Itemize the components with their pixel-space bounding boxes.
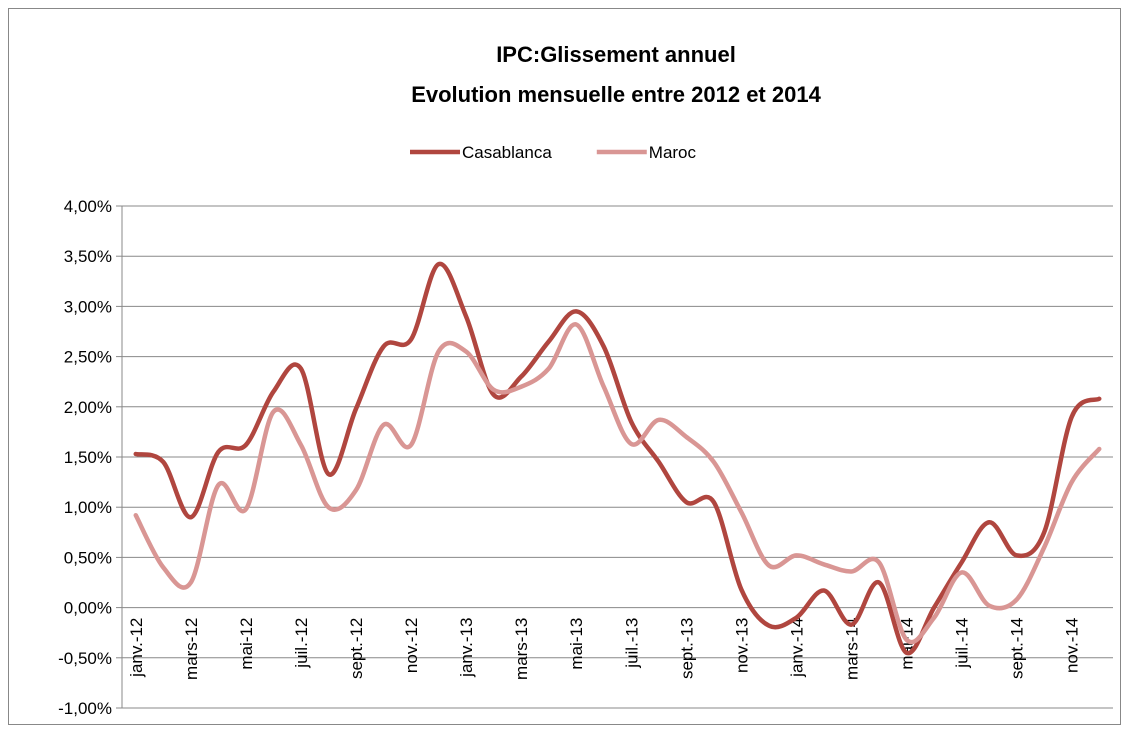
chart-title: IPC:Glissement annuel: [496, 42, 736, 67]
legend-label: Maroc: [649, 143, 697, 162]
x-tick-label: janv.-13: [457, 618, 476, 678]
y-tick-label: 3,50%: [64, 247, 112, 266]
x-tick-label: sept.-12: [347, 618, 366, 679]
x-tick-label: sept.-14: [1008, 618, 1027, 679]
chart-subtitle: Evolution mensuelle entre 2012 et 2014: [411, 82, 821, 107]
chart-frame: [8, 8, 1121, 725]
x-tick-label: juil.-12: [292, 618, 311, 669]
legend-label: Casablanca: [462, 143, 552, 162]
x-tick-label: juil.-13: [622, 618, 641, 669]
x-tick-label: mars-12: [182, 618, 201, 680]
series-line: [133, 261, 1102, 656]
y-tick-label: 2,50%: [64, 348, 112, 367]
x-tick-label: mai-12: [237, 618, 256, 670]
x-tick-label: juil.-14: [953, 618, 972, 669]
x-tick-label: janv.-14: [787, 618, 806, 678]
y-tick-label: -0,50%: [58, 649, 112, 668]
y-tick-label: 1,50%: [64, 448, 112, 467]
y-tick-label: 0,50%: [64, 548, 112, 567]
x-tick-label: mars-14: [842, 618, 861, 680]
x-tick-label: janv.-12: [127, 618, 146, 678]
y-tick-label: 2,00%: [64, 398, 112, 417]
x-tick-label: nov.-13: [732, 618, 751, 673]
x-tick-label: mars-13: [512, 618, 531, 680]
y-tick-label: 3,00%: [64, 297, 112, 316]
x-tick-label: nov.-12: [402, 618, 421, 673]
x-tick-label: mai-13: [567, 618, 586, 670]
y-tick-label: -1,00%: [58, 699, 112, 718]
series-line: [133, 322, 1102, 645]
x-tick-label: nov.-14: [1063, 618, 1082, 673]
x-tick-label: sept.-13: [677, 618, 696, 679]
y-tick-label: 1,00%: [64, 498, 112, 517]
y-tick-label: 0,00%: [64, 599, 112, 618]
y-tick-label: 4,00%: [64, 197, 112, 216]
